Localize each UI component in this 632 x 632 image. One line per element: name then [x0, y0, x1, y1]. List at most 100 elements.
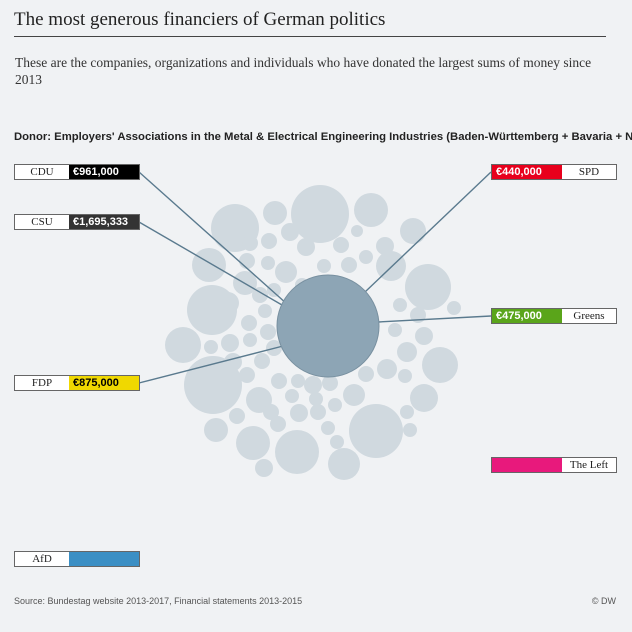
donor-bubble[interactable] — [376, 237, 394, 255]
donor-bubble[interactable] — [321, 421, 335, 435]
donation-amount: €475,000 — [492, 309, 562, 323]
donor-bubble[interactable] — [343, 384, 365, 406]
party-label-afd: AfD — [14, 551, 140, 567]
party-name: The Left — [569, 459, 609, 471]
donor-bubble[interactable] — [330, 435, 344, 449]
donor-bubble[interactable] — [309, 392, 323, 406]
donor-bubble[interactable] — [243, 333, 257, 347]
donor-bubble[interactable] — [328, 398, 342, 412]
donor-bubble[interactable] — [260, 324, 276, 340]
party-name: CSU — [31, 216, 53, 228]
donor-bubble[interactable] — [341, 257, 357, 273]
connector-line-greens — [377, 315, 492, 323]
party-name: CDU — [30, 166, 54, 178]
donor-bubble[interactable] — [403, 423, 417, 437]
donor-bubble[interactable] — [349, 404, 403, 458]
connector-line-cdu — [138, 171, 288, 305]
donor-bubble[interactable] — [285, 389, 299, 403]
party-label-the-left: The Left — [491, 457, 617, 473]
party-label-fdp: FDP €875,000 — [14, 375, 140, 391]
chart-subtitle: These are the companies, organizations a… — [15, 55, 592, 87]
donor-bubble[interactable] — [229, 408, 245, 424]
donor-bubble[interactable] — [221, 334, 239, 352]
donor-bubble[interactable] — [398, 369, 412, 383]
donor-bubble[interactable] — [388, 323, 402, 337]
donor-bubble[interactable] — [204, 418, 228, 442]
donor-bubble[interactable] — [310, 404, 326, 420]
credit: © DW — [591, 596, 616, 606]
donor-bubble[interactable] — [297, 238, 315, 256]
donor-bubble[interactable] — [184, 356, 242, 414]
donor-bubble[interactable] — [165, 327, 201, 363]
donor-bubble[interactable] — [263, 201, 287, 225]
donor-bubble[interactable] — [271, 373, 287, 389]
donor-bubble[interactable] — [239, 253, 255, 269]
donor-bubble[interactable] — [359, 250, 373, 264]
donor-bubble[interactable] — [291, 185, 349, 243]
title-divider — [14, 36, 606, 37]
party-label-greens: Greens €475,000 — [491, 308, 617, 324]
party-name: AfD — [32, 553, 52, 565]
source-note: Source: Bundestag website 2013-2017, Fin… — [14, 596, 303, 606]
donor-bubble[interactable] — [377, 359, 397, 379]
donor-bubble[interactable] — [252, 287, 268, 303]
donor-bubble[interactable] — [393, 298, 407, 312]
donation-amount: €1,695,333 — [69, 215, 139, 229]
selected-donor-bubble[interactable] — [276, 274, 380, 378]
donor-bubble[interactable] — [405, 264, 451, 310]
party-label-cdu: CDU €961,000 — [14, 164, 140, 180]
connector-line-csu — [138, 221, 283, 306]
donor-bubble[interactable] — [270, 416, 286, 432]
donor-bubble[interactable] — [400, 218, 426, 244]
party-name: Greens — [573, 310, 605, 322]
donor-bubble[interactable] — [354, 193, 388, 227]
donor-bubble[interactable] — [304, 376, 322, 394]
donor-bubble[interactable] — [261, 256, 275, 270]
donor-bubbles — [165, 185, 461, 480]
donor-bubble[interactable] — [239, 367, 255, 383]
donor-bubble[interactable] — [328, 448, 360, 480]
donation-amount — [492, 458, 562, 472]
donation-amount — [69, 552, 139, 566]
donor-bubble[interactable] — [333, 237, 349, 253]
party-name: FDP — [31, 377, 53, 389]
donor-bubble[interactable] — [358, 366, 374, 382]
donor-bubble[interactable] — [291, 374, 305, 388]
donor-bubble[interactable] — [351, 225, 363, 237]
donor-bubble[interactable] — [258, 304, 272, 318]
donation-amount: €961,000 — [69, 165, 139, 179]
donor-bubble[interactable] — [397, 342, 417, 362]
donor-bubble[interactable] — [317, 259, 331, 273]
donor-bubble[interactable] — [241, 315, 257, 331]
donor-bubble[interactable] — [267, 283, 281, 297]
donor-bubble[interactable] — [415, 327, 433, 345]
donor-label: Donor: Employers' Associations in the Me… — [14, 131, 632, 143]
donor-bubble[interactable] — [400, 405, 414, 419]
donor-bubble[interactable] — [410, 384, 438, 412]
donor-bubble[interactable] — [422, 347, 458, 383]
donor-bubble[interactable] — [322, 375, 338, 391]
donor-bubble[interactable] — [275, 430, 319, 474]
donation-amount: €440,000 — [492, 165, 562, 179]
connector-line-spd — [364, 171, 492, 293]
chart-title: The most generous financiers of German p… — [14, 9, 386, 30]
donor-bubble[interactable] — [255, 459, 273, 477]
donor-bubble[interactable] — [187, 285, 237, 335]
party-label-spd: SPD €440,000 — [491, 164, 617, 180]
donor-bubble[interactable] — [447, 301, 461, 315]
donation-amount: €875,000 — [69, 376, 139, 390]
connector-lines — [138, 171, 492, 384]
party-name: SPD — [578, 166, 600, 178]
party-label-csu: CSU €1,695,333 — [14, 214, 140, 230]
donor-bubble[interactable] — [204, 340, 218, 354]
donor-bubble[interactable] — [242, 235, 258, 251]
donor-bubble[interactable] — [192, 248, 226, 282]
donor-bubble[interactable] — [281, 223, 299, 241]
donor-bubble[interactable] — [275, 261, 297, 283]
donor-bubble[interactable] — [236, 426, 270, 460]
donor-bubble[interactable] — [263, 404, 279, 420]
donor-bubble[interactable] — [261, 233, 277, 249]
donor-bubble[interactable] — [254, 353, 270, 369]
donor-bubble[interactable] — [290, 404, 308, 422]
